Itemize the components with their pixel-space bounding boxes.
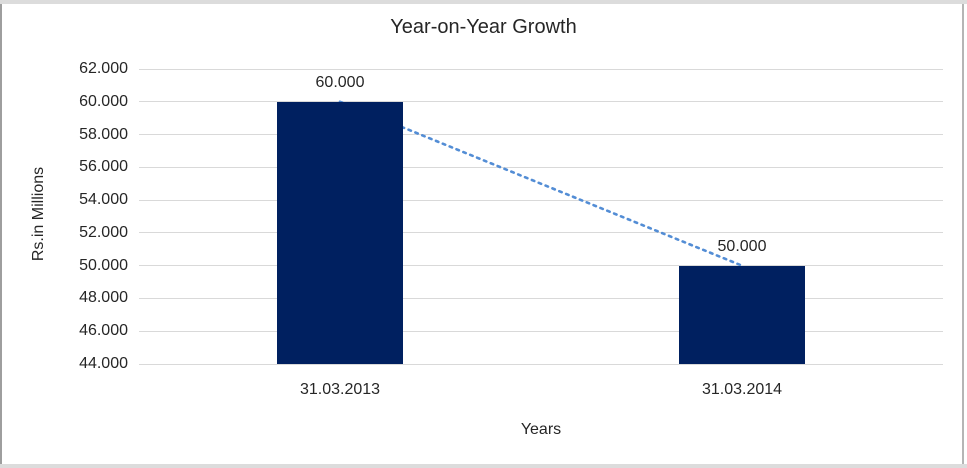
y-tick-label: 44.000 — [79, 355, 128, 372]
x-tick-label: 31.03.2014 — [701, 381, 783, 398]
y-tick-label: 60.000 — [79, 92, 128, 110]
y-tick-label: 48.000 — [79, 289, 128, 307]
gridline — [139, 232, 943, 234]
y-tick-label: 62.000 — [79, 60, 128, 77]
gridline — [139, 297, 943, 299]
gridline — [139, 330, 943, 332]
gridline — [139, 101, 943, 103]
gridline — [139, 265, 943, 267]
trendline — [338, 100, 744, 267]
gridline — [139, 199, 943, 201]
y-tick-label: 50.000 — [79, 256, 128, 274]
bar-data-label: 50.000 — [717, 237, 767, 255]
frame-top-border — [0, 0, 967, 4]
gridline — [139, 134, 943, 136]
x-tick-label: 31.03.2013 — [299, 381, 381, 398]
frame-right-border — [962, 4, 964, 464]
y-axis-title: Rs.in Millions — [30, 166, 47, 262]
bar-data-label: 60.000 — [315, 73, 365, 91]
bar-31.03.2013 — [277, 101, 403, 364]
y-tick-label: 56.000 — [79, 158, 128, 176]
y-tick-label: 58.000 — [79, 125, 128, 143]
plot-area: 60.000 50.000 — [139, 68, 943, 365]
frame-bottom-border — [0, 464, 967, 468]
y-tick-label: 46.000 — [79, 322, 128, 340]
y-tick-label: 52.000 — [79, 223, 128, 241]
bar-31.03.2014 — [679, 265, 805, 364]
y-tick-label: 54.000 — [79, 191, 128, 209]
gridline — [139, 68, 943, 70]
gridline — [139, 166, 943, 168]
gridline — [139, 363, 943, 365]
chart-title: Year-on-Year Growth — [390, 16, 577, 38]
x-axis-title: Years — [520, 421, 562, 438]
frame-left-border — [0, 4, 2, 464]
